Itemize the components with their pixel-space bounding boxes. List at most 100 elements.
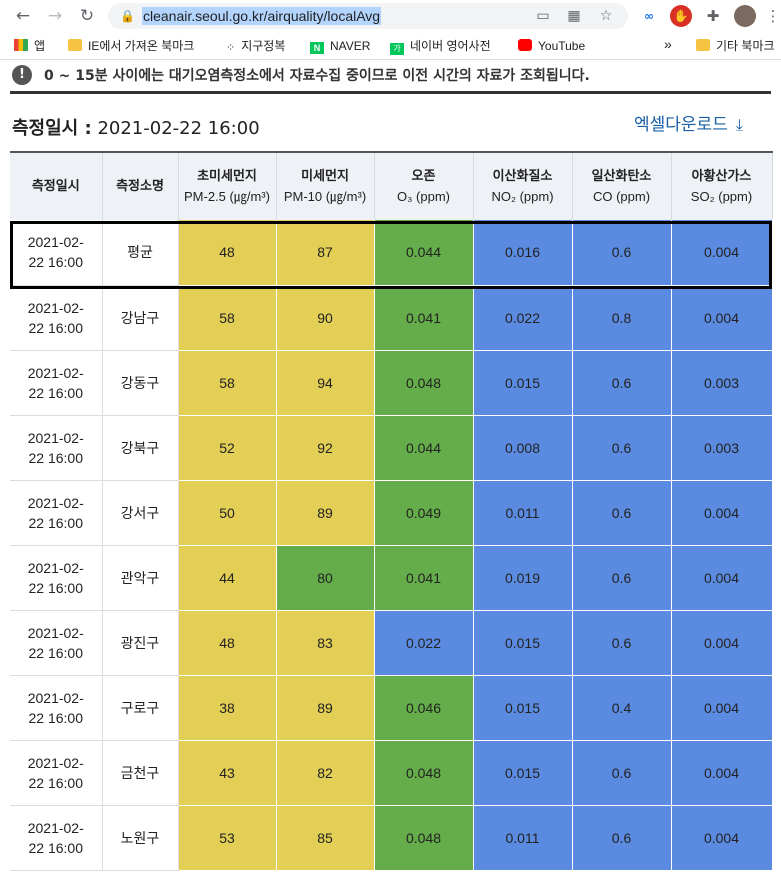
cell-co: 0.6 xyxy=(572,545,672,611)
measurement-label: 측정일시 : xyxy=(12,118,92,139)
cell-co: 0.6 xyxy=(572,740,672,806)
cell-so2: 0.003 xyxy=(671,350,773,416)
cell-o3: 0.044 xyxy=(374,415,474,481)
cell-o3: 0.044 xyxy=(374,220,474,286)
excel-download-button[interactable]: 엑셀다운로드 ⤓ xyxy=(634,110,743,135)
cell-co: 0.8 xyxy=(572,285,672,351)
bookmark-label: 네이버 영어사전 xyxy=(410,39,491,53)
bookmark-other-folder[interactable]: 기타 북마크 xyxy=(696,38,775,54)
table-row: 2021-02- 22 16:00 관악구 44 80 0.041 0.019 0.6 0.00… xyxy=(10,545,773,611)
bookmark-jigu[interactable]: ⁘ 지구정복 xyxy=(226,38,285,54)
column-header: 측정일시 xyxy=(10,151,103,220)
cell-co: 0.6 xyxy=(572,415,672,481)
column-header-title: 일산화탄소 xyxy=(591,168,652,184)
cell-date: 2021-02- 22 16:00 xyxy=(10,805,103,871)
bookmark-label: 앱 xyxy=(34,39,46,53)
table-row: 2021-02- 22 16:00 강서구 50 89 0.049 0.011 0.6 0.00… xyxy=(10,480,773,546)
bookmark-naver[interactable]: N NAVER xyxy=(310,38,370,54)
bookmark-ie-folder[interactable]: IE에서 가져온 북마크 xyxy=(68,38,194,54)
cell-so2: 0.003 xyxy=(671,415,773,481)
cell-date-line1: 2021-02- xyxy=(27,559,84,576)
column-header-title: 초미세먼지 xyxy=(197,168,257,184)
column-header-unit: PM-10 (㎍/m³) xyxy=(283,188,367,204)
cell-pm10: 92 xyxy=(276,415,375,481)
cell-pm25: 58 xyxy=(178,350,277,416)
cell-o3: 0.048 xyxy=(374,805,474,871)
cell-o3: 0.049 xyxy=(374,480,474,546)
back-icon[interactable]: ← xyxy=(15,6,31,26)
column-header-title: 측정소명 xyxy=(116,178,164,194)
column-header-title: 이산화질소 xyxy=(492,168,553,184)
cell-station: 강북구 xyxy=(102,415,179,481)
column-header-unit: NO₂ (ppm) xyxy=(491,188,554,204)
cell-date-line1: 2021-02- xyxy=(27,819,84,836)
cell-o3: 0.048 xyxy=(374,350,474,416)
measurement-value: 2021-02-22 16:00 xyxy=(97,118,260,139)
cast-icon[interactable]: ▭ xyxy=(536,8,550,24)
folder-icon xyxy=(68,39,82,51)
address-bar[interactable]: 🔒 cleanair.seoul.go.kr/airquality/localA… xyxy=(108,3,628,29)
extensions-puzzle-icon[interactable]: ✚ xyxy=(706,7,720,25)
download-icon: ⤓ xyxy=(735,115,743,134)
cell-so2: 0.004 xyxy=(671,285,773,351)
bookmark-label: 기타 북마크 xyxy=(716,39,775,53)
url-text[interactable]: cleanair.seoul.go.kr/airquality/localAvg xyxy=(142,7,382,25)
bookmark-label: NAVER xyxy=(330,39,371,53)
cell-no2: 0.015 xyxy=(473,675,573,741)
cell-date-line1: 2021-02- xyxy=(27,364,84,381)
cell-station: 금천구 xyxy=(102,740,179,806)
cell-so2: 0.004 xyxy=(671,740,773,806)
column-header: 아황산가스 SO₂ (ppm) xyxy=(671,151,773,220)
cell-station: 관악구 xyxy=(102,545,179,611)
bookmark-youtube[interactable]: YouTube xyxy=(518,38,585,54)
cell-pm10: 83 xyxy=(276,610,375,676)
bookmarks-overflow[interactable]: » xyxy=(664,36,672,52)
cell-so2: 0.004 xyxy=(671,545,773,611)
bookmark-naver-dict[interactable]: 가 네이버 영어사전 xyxy=(390,38,491,55)
table-row: 2021-02- 22 16:00 강동구 58 94 0.048 0.015 0.6 0.00… xyxy=(10,350,773,416)
extension-adblock-icon[interactable]: ✋ xyxy=(670,5,692,27)
cell-date-line2: 22 16:00 xyxy=(28,384,84,401)
cell-date: 2021-02- 22 16:00 xyxy=(10,545,103,611)
profile-avatar[interactable] xyxy=(734,5,756,27)
table-row: 2021-02- 22 16:00 노원구 53 85 0.048 0.011 0.6 0.00… xyxy=(10,805,773,871)
column-header: 미세먼지 PM-10 (㎍/m³) xyxy=(276,151,375,220)
cell-pm10: 80 xyxy=(276,545,375,611)
cell-pm25: 48 xyxy=(178,220,277,286)
cell-no2: 0.011 xyxy=(473,480,573,546)
cell-date: 2021-02- 22 16:00 xyxy=(10,675,103,741)
cell-co: 0.6 xyxy=(572,610,672,676)
cell-pm10: 89 xyxy=(276,480,375,546)
column-header-title: 아황산가스 xyxy=(691,168,752,184)
cell-date: 2021-02- 22 16:00 xyxy=(10,220,103,286)
bookmark-apps[interactable]: 앱 xyxy=(14,38,45,54)
cell-date: 2021-02- 22 16:00 xyxy=(10,350,103,416)
cell-no2: 0.015 xyxy=(473,740,573,806)
notice-bar: ! 0 ~ 15분 사이에는 대기오염측정소에서 자료수집 중이므로 이전 시간… xyxy=(0,60,781,94)
cell-date-line1: 2021-02- xyxy=(27,494,84,511)
cell-station: 구로구 xyxy=(102,675,179,741)
bookmark-label: IE에서 가져온 북마크 xyxy=(88,39,195,53)
cell-date-line1: 2021-02- xyxy=(27,689,84,706)
qr-icon[interactable]: ▦ xyxy=(567,8,581,24)
column-header-title: 측정일시 xyxy=(31,178,80,194)
cell-o3: 0.046 xyxy=(374,675,474,741)
measurement-time: 측정일시 : 2021-02-22 16:00 xyxy=(12,114,260,140)
cell-date-line1: 2021-02- xyxy=(27,234,84,251)
extension-infinity-icon[interactable]: ∞ xyxy=(644,9,654,23)
folder-icon xyxy=(696,39,710,51)
reload-icon[interactable]: ↻ xyxy=(79,6,95,26)
cell-o3: 0.048 xyxy=(374,740,474,806)
cell-no2: 0.015 xyxy=(473,610,573,676)
table-row: 2021-02- 22 16:00 구로구 38 89 0.046 0.015 0.4 0.00… xyxy=(10,675,773,741)
cell-pm25: 52 xyxy=(178,415,277,481)
cell-co: 0.6 xyxy=(572,220,672,286)
cell-o3: 0.022 xyxy=(374,610,474,676)
column-header-title: 오존 xyxy=(411,168,436,184)
dictionary-icon: 가 xyxy=(390,43,404,55)
forward-icon[interactable]: → xyxy=(47,6,63,26)
star-icon[interactable]: ☆ xyxy=(599,8,613,24)
menu-dots-icon[interactable]: ⋮ xyxy=(765,7,781,25)
cell-no2: 0.022 xyxy=(473,285,573,351)
table-header-row: 측정일시 측정소명 초미세먼지 PM-2.5 (㎍/m³) 미세먼지 PM-10 (㎍/m… xyxy=(10,151,773,220)
